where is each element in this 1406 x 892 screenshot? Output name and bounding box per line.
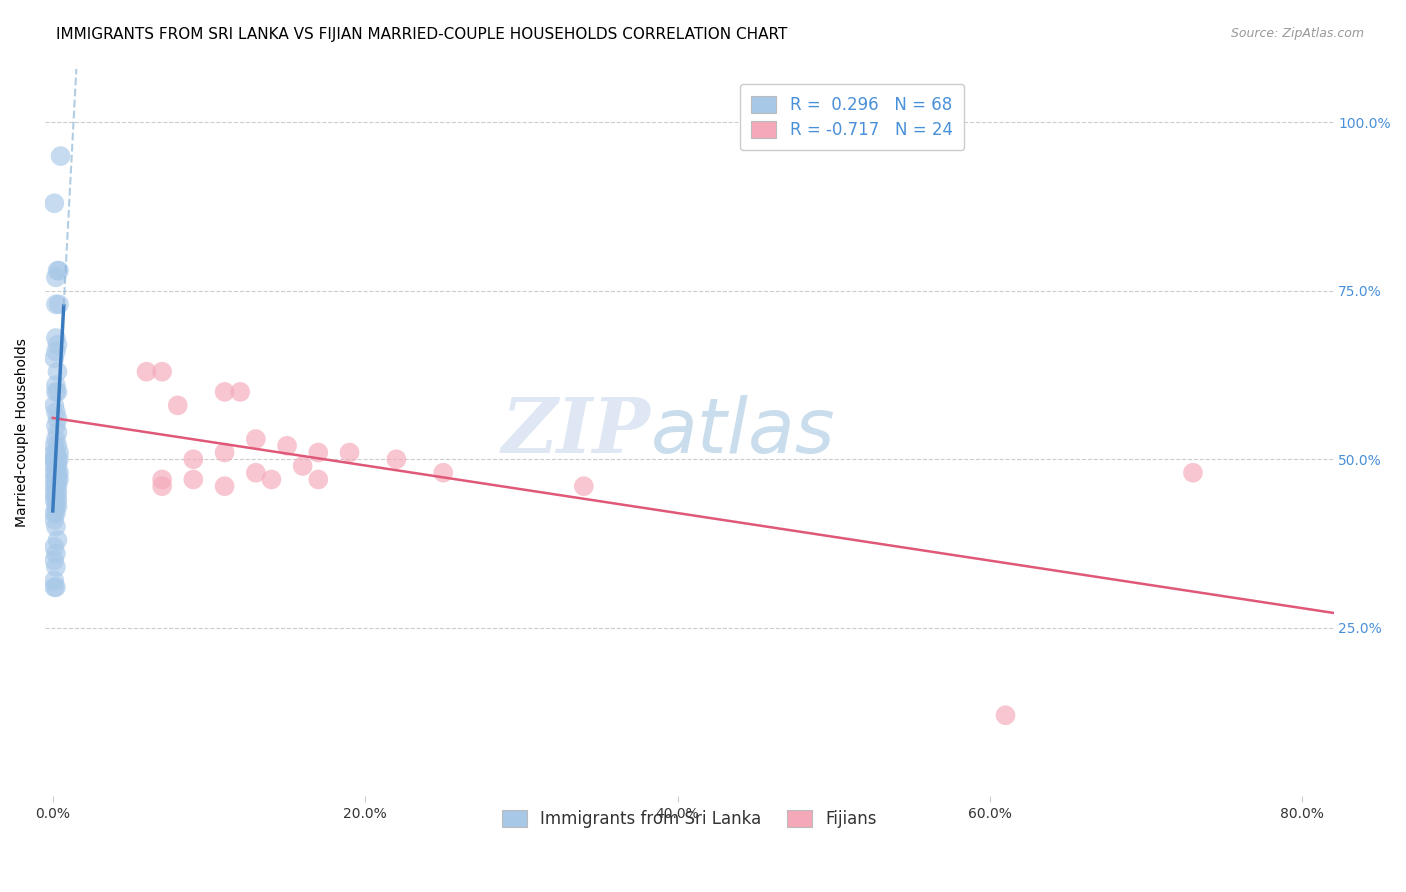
Point xyxy=(48,473,70,487)
Point xyxy=(45,458,67,473)
Point xyxy=(44,452,66,467)
Point xyxy=(46,533,69,547)
Point xyxy=(48,445,70,459)
Point xyxy=(46,458,69,473)
Point xyxy=(307,473,329,487)
Text: atlas: atlas xyxy=(651,395,835,469)
Point xyxy=(45,331,67,345)
Point xyxy=(572,479,595,493)
Point xyxy=(45,580,67,594)
Point xyxy=(45,479,67,493)
Point xyxy=(45,418,67,433)
Point xyxy=(44,466,66,480)
Point xyxy=(183,473,205,487)
Point xyxy=(44,479,66,493)
Point xyxy=(44,553,66,567)
Point xyxy=(44,398,66,412)
Point xyxy=(45,473,67,487)
Point xyxy=(44,492,66,507)
Point xyxy=(385,452,408,467)
Point xyxy=(276,439,298,453)
Point xyxy=(45,405,67,419)
Point xyxy=(48,263,70,277)
Point xyxy=(45,452,67,467)
Point xyxy=(44,351,66,366)
Point xyxy=(44,473,66,487)
Point xyxy=(46,492,69,507)
Point xyxy=(46,479,69,493)
Point xyxy=(48,466,70,480)
Point xyxy=(44,458,66,473)
Point xyxy=(994,708,1017,723)
Point xyxy=(45,297,67,311)
Point xyxy=(45,486,67,500)
Point xyxy=(46,384,69,399)
Point xyxy=(44,196,66,211)
Point xyxy=(44,580,66,594)
Point xyxy=(44,452,66,467)
Point xyxy=(214,384,236,399)
Point xyxy=(46,486,69,500)
Point xyxy=(229,384,252,399)
Point xyxy=(45,384,67,399)
Point xyxy=(44,445,66,459)
Point xyxy=(44,574,66,588)
Text: Source: ZipAtlas.com: Source: ZipAtlas.com xyxy=(1230,27,1364,40)
Point xyxy=(45,378,67,392)
Point xyxy=(45,344,67,359)
Point xyxy=(1181,466,1204,480)
Point xyxy=(45,445,67,459)
Text: IMMIGRANTS FROM SRI LANKA VS FIJIAN MARRIED-COUPLE HOUSEHOLDS CORRELATION CHART: IMMIGRANTS FROM SRI LANKA VS FIJIAN MARR… xyxy=(56,27,787,42)
Point xyxy=(46,337,69,351)
Point xyxy=(183,452,205,467)
Point xyxy=(46,439,69,453)
Point xyxy=(150,365,173,379)
Point xyxy=(291,458,314,473)
Point xyxy=(307,445,329,459)
Point xyxy=(245,466,267,480)
Point xyxy=(339,445,361,459)
Point xyxy=(135,365,157,379)
Point xyxy=(245,432,267,446)
Point xyxy=(46,425,69,440)
Point xyxy=(432,466,454,480)
Point xyxy=(260,473,283,487)
Point xyxy=(44,506,66,520)
Point xyxy=(45,492,67,507)
Point xyxy=(45,560,67,574)
Point xyxy=(45,500,67,514)
Point xyxy=(45,547,67,561)
Point xyxy=(214,479,236,493)
Point xyxy=(48,297,70,311)
Point xyxy=(44,486,66,500)
Point xyxy=(48,452,70,467)
Point xyxy=(49,149,72,163)
Text: ZIP: ZIP xyxy=(502,395,651,469)
Point xyxy=(46,365,69,379)
Legend: Immigrants from Sri Lanka, Fijians: Immigrants from Sri Lanka, Fijians xyxy=(495,804,883,835)
Point xyxy=(150,473,173,487)
Point xyxy=(45,519,67,533)
Point xyxy=(46,412,69,426)
Point xyxy=(44,540,66,554)
Point xyxy=(214,445,236,459)
Y-axis label: Married-couple Households: Married-couple Households xyxy=(15,338,30,527)
Point xyxy=(44,513,66,527)
Point xyxy=(44,439,66,453)
Point xyxy=(45,432,67,446)
Point xyxy=(46,466,69,480)
Point xyxy=(45,506,67,520)
Point xyxy=(46,263,69,277)
Point xyxy=(166,398,188,412)
Point xyxy=(46,452,69,467)
Point xyxy=(46,500,69,514)
Point xyxy=(45,466,67,480)
Point xyxy=(46,473,69,487)
Point xyxy=(45,270,67,285)
Point xyxy=(150,479,173,493)
